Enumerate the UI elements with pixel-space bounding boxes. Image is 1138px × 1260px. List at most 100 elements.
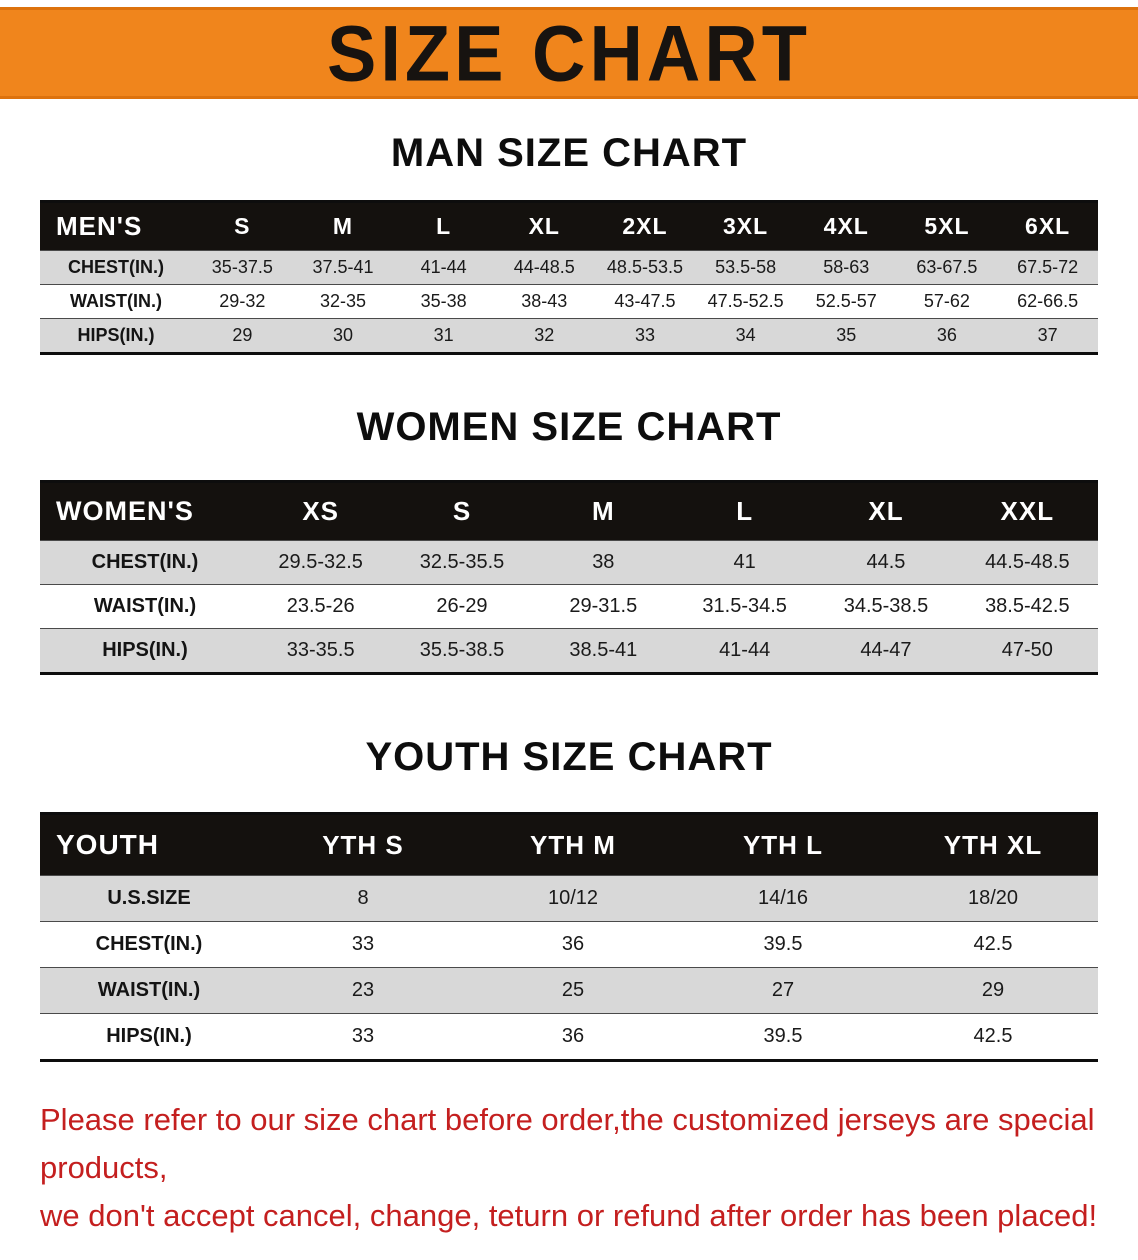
size-value-cell: 14/16 bbox=[757, 887, 809, 909]
size-value-cell: 30 bbox=[332, 325, 353, 345]
size-value-cell: 41-44 bbox=[420, 257, 467, 277]
size-value-cell: 38-43 bbox=[521, 291, 568, 311]
size-value-cell: 33 bbox=[351, 933, 375, 955]
size-value-cell: 29.5-32.5 bbox=[278, 551, 363, 573]
size-value-cell: 53.5-58 bbox=[715, 257, 777, 277]
size-value-cell: 44-48.5 bbox=[513, 257, 575, 277]
size-value-cell: 35-37.5 bbox=[211, 257, 273, 277]
size-value-cell: 63-67.5 bbox=[916, 257, 978, 277]
size-column-header: 4XL bbox=[795, 201, 897, 251]
size-column-header: 3XL bbox=[695, 201, 796, 251]
size-column-header: 6XL bbox=[997, 201, 1098, 251]
size-column-header: XL bbox=[493, 201, 595, 251]
men-size-table: MEN'S S M L XL 2XL 3XL 4XL 5XL 6XL CHEST(IN.) 35-37… bbox=[40, 200, 1098, 355]
size-value-cell: 33 bbox=[634, 325, 655, 345]
size-value-cell: 33 bbox=[351, 1025, 375, 1047]
size-value-cell: 47-50 bbox=[1001, 639, 1053, 661]
youth-size-table: YOUTH YTH S YTH M YTH L YTH XL U.S.SIZE 8 10/12… bbox=[40, 812, 1098, 1062]
men-section-heading: MAN SIZE CHART bbox=[390, 131, 748, 175]
table-row: CHEST(IN.) 29.5-32.5 32.5-35.5 38 41 44.5 44.5… bbox=[40, 540, 1098, 585]
row-label: HIPS(IN.) bbox=[77, 325, 155, 345]
size-value-cell: 37 bbox=[1037, 325, 1058, 345]
table-header-row: YOUTH YTH S YTH M YTH L YTH XL bbox=[40, 813, 1098, 876]
size-value-cell: 31 bbox=[433, 325, 454, 345]
size-value-cell: 44-47 bbox=[860, 639, 912, 661]
size-value-cell: 52.5-57 bbox=[815, 291, 877, 311]
size-value-cell: 29 bbox=[232, 325, 253, 345]
size-value-cell: 44.5-48.5 bbox=[985, 551, 1070, 573]
size-value-cell: 32 bbox=[534, 325, 555, 345]
women-section-heading: WOMEN SIZE CHART bbox=[356, 405, 782, 449]
row-label: CHEST(IN.) bbox=[68, 257, 164, 277]
size-value-cell: 26-29 bbox=[436, 595, 488, 617]
size-value-cell: 38 bbox=[592, 551, 615, 573]
size-value-cell: 35.5-38.5 bbox=[419, 639, 505, 661]
table-title-cell: YOUTH bbox=[40, 813, 258, 876]
women-section: WOMEN SIZE CHART WOMEN'S XS S M L XL XXL CHEST(… bbox=[0, 405, 1138, 675]
size-value-cell: 35-38 bbox=[420, 291, 467, 311]
table-row: HIPS(IN.) 29 30 31 32 33 34 35 36 37 bbox=[40, 318, 1098, 354]
women-size-table: WOMEN'S XS S M L XL XXL CHEST(IN.) 29.5-32.5 32.5… bbox=[40, 480, 1098, 675]
size-value-cell: 32.5-35.5 bbox=[419, 551, 505, 573]
size-value-cell: 37.5-41 bbox=[312, 257, 374, 277]
size-column-header: L bbox=[393, 201, 494, 251]
size-column-header: M bbox=[292, 201, 394, 251]
row-label: WAIST(IN.) bbox=[97, 979, 201, 1001]
size-value-cell: 8 bbox=[357, 887, 369, 909]
size-column-header: YTH S bbox=[258, 813, 468, 876]
size-value-cell: 25 bbox=[561, 979, 585, 1001]
row-label: HIPS(IN.) bbox=[106, 1025, 192, 1047]
size-value-cell: 33-35.5 bbox=[286, 639, 355, 661]
size-value-cell: 41 bbox=[733, 551, 756, 573]
row-label: U.S.SIZE bbox=[107, 887, 191, 909]
disclaimer-line-2: we don't accept cancel, change, teturn o… bbox=[40, 1198, 1098, 1234]
table-row: CHEST(IN.) 35-37.5 37.5-41 41-44 44-48.5 48.5… bbox=[40, 250, 1098, 285]
size-value-cell: 67.5-72 bbox=[1017, 257, 1079, 277]
size-column-header: S bbox=[192, 201, 293, 251]
size-value-cell: 23.5-26 bbox=[286, 595, 355, 617]
size-value-cell: 36 bbox=[936, 325, 957, 345]
size-value-cell: 27 bbox=[771, 979, 795, 1001]
size-value-cell: 29-32 bbox=[219, 291, 266, 311]
table-row: WAIST(IN.) 29-32 32-35 35-38 38-43 43-47.5 47.… bbox=[40, 284, 1098, 319]
size-column-header: 2XL bbox=[594, 201, 696, 251]
size-column-header: YTH M bbox=[468, 813, 678, 876]
size-value-cell: 57-62 bbox=[923, 291, 970, 311]
youth-section: YOUTH SIZE CHART YOUTH YTH S YTH M YTH L YTH… bbox=[0, 735, 1138, 1062]
size-column-header: 5XL bbox=[896, 201, 998, 251]
size-value-cell: 41-44 bbox=[719, 639, 771, 661]
banner-title: SIZE CHART bbox=[327, 9, 811, 97]
size-value-cell: 42.5 bbox=[973, 1025, 1013, 1047]
table-row: U.S.SIZE 8 10/12 14/16 18/20 bbox=[40, 875, 1098, 922]
table-title-cell: WOMEN'S bbox=[40, 481, 250, 541]
size-value-cell: 47.5-52.5 bbox=[707, 291, 784, 311]
disclaimer: Please refer to our size chart before or… bbox=[40, 1096, 1098, 1240]
size-value-cell: 42.5 bbox=[973, 933, 1013, 955]
size-value-cell: 39.5 bbox=[763, 1025, 803, 1047]
row-label: HIPS(IN.) bbox=[102, 639, 188, 661]
size-column-header: YTH L bbox=[678, 813, 888, 876]
table-row: HIPS(IN.) 33-35.5 35.5-38.5 38.5-41 41-44 44-… bbox=[40, 628, 1098, 674]
size-column-header: XXL bbox=[956, 481, 1098, 541]
table-row: WAIST(IN.) 23.5-26 26-29 29-31.5 31.5-34.5 34… bbox=[40, 584, 1098, 629]
size-value-cell: 18/20 bbox=[967, 887, 1019, 909]
table-row: WAIST(IN.) 23 25 27 29 bbox=[40, 967, 1098, 1014]
size-chart-banner: SIZE CHART bbox=[0, 7, 1138, 99]
size-value-cell: 29 bbox=[981, 979, 1005, 1001]
size-column-header: XL bbox=[815, 481, 957, 541]
row-label: WAIST(IN.) bbox=[70, 291, 162, 311]
size-column-header: YTH XL bbox=[888, 813, 1098, 876]
disclaimer-line-1: Please refer to our size chart before or… bbox=[40, 1102, 1095, 1186]
size-value-cell: 34 bbox=[735, 325, 756, 345]
youth-section-heading: YOUTH SIZE CHART bbox=[365, 735, 773, 779]
table-header-row: MEN'S S M L XL 2XL 3XL 4XL 5XL 6XL bbox=[40, 201, 1098, 251]
size-value-cell: 34.5-38.5 bbox=[843, 595, 929, 617]
table-title-cell: MEN'S bbox=[40, 201, 192, 251]
table-header-row: WOMEN'S XS S M L XL XXL bbox=[40, 481, 1098, 541]
men-section: MAN SIZE CHART MEN'S S M L XL 2XL 3XL 4XL 5XL 6XL… bbox=[0, 131, 1138, 355]
size-value-cell: 32-35 bbox=[319, 291, 366, 311]
size-value-cell: 48.5-53.5 bbox=[606, 257, 683, 277]
size-value-cell: 35 bbox=[836, 325, 857, 345]
size-value-cell: 31.5-34.5 bbox=[702, 595, 787, 617]
size-value-cell: 36 bbox=[561, 933, 585, 955]
